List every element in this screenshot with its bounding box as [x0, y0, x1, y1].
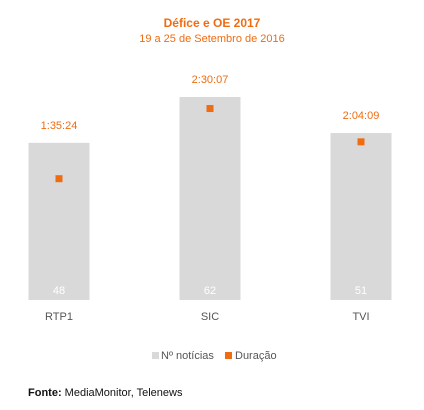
- markers-group: 1:35:24 2:30:07 2:04:09: [41, 74, 380, 183]
- legend: Nº notícias Duração: [152, 350, 277, 362]
- legend-label-duracao: Duração: [235, 350, 277, 362]
- bar-value-label-rtp1: 48: [53, 285, 65, 297]
- source-note: Fonte: MediaMonitor, Telenews: [28, 387, 182, 399]
- chart-title: Défice e OE 2017: [164, 16, 261, 30]
- bar-sic: [179, 97, 241, 300]
- bar-value-label-sic: 62: [204, 285, 216, 297]
- duration-marker-rtp1: [55, 175, 63, 183]
- bar-rtp1: [28, 142, 90, 300]
- bar-tvi: [330, 133, 392, 300]
- chart: Défice e OE 2017 19 a 25 de Setembro de …: [28, 16, 392, 362]
- legend-swatch-duracao: [225, 352, 232, 359]
- source-label: Fonte:: [28, 387, 62, 399]
- source-text: MediaMonitor, Telenews: [64, 387, 183, 399]
- duration-marker-tvi: [357, 138, 365, 146]
- duration-label-rtp1: 1:35:24: [41, 120, 78, 132]
- bars-group: 48 RTP1 62 SIC 51 TVI: [28, 97, 392, 323]
- category-label-sic: SIC: [201, 311, 219, 323]
- category-label-tvi: TVI: [352, 311, 369, 323]
- duration-label-tvi: 2:04:09: [343, 110, 380, 122]
- duration-marker-sic: [206, 105, 214, 113]
- category-label-rtp1: RTP1: [45, 311, 73, 323]
- bar-value-label-tvi: 51: [355, 285, 367, 297]
- legend-label-noticias: Nº notícias: [161, 350, 214, 362]
- duration-label-sic: 2:30:07: [192, 74, 229, 86]
- chart-subtitle: 19 a 25 de Setembro de 2016: [139, 33, 285, 45]
- legend-swatch-noticias: [152, 352, 159, 359]
